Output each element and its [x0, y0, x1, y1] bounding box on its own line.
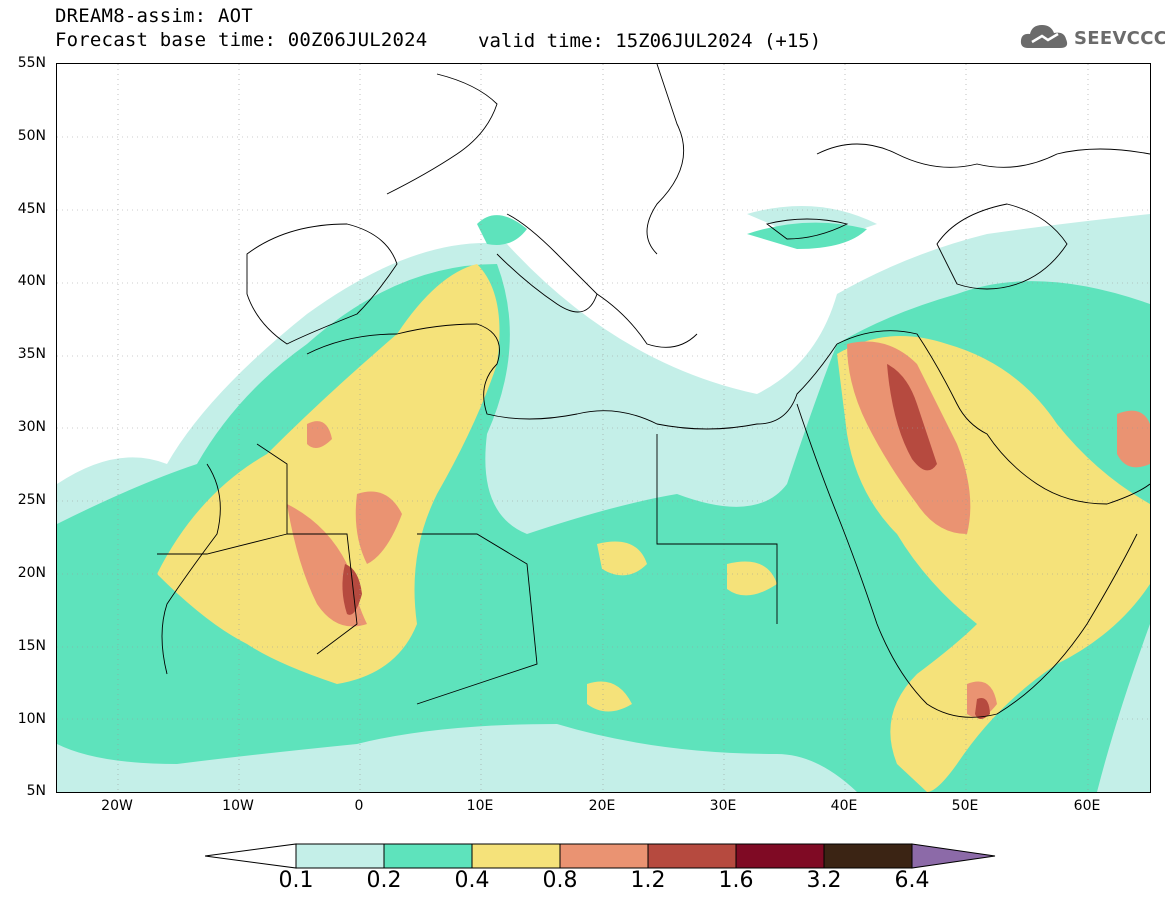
lat-label-45n: 45N: [17, 201, 46, 217]
model-title: DREAM8-assim: AOT: [55, 5, 253, 27]
lat-label-30n: 30N: [17, 419, 46, 435]
cloud-icon: [1020, 25, 1068, 48]
lat-label-55n: 55N: [17, 55, 46, 71]
valid-time: valid time: 15Z06JUL2024 (+15): [478, 30, 822, 52]
colorbar-seg-1.6: [735, 843, 825, 869]
lat-label-5n: 5N: [26, 783, 46, 799]
colorbar-over-triangle: [911, 843, 996, 869]
colorbar-seg-0.8: [559, 843, 649, 869]
lat-label-50n: 50N: [17, 128, 46, 144]
lon-label-10w: 10W: [222, 798, 254, 814]
aot-colorbar: [204, 842, 1000, 874]
lon-label-0: 0: [354, 798, 364, 814]
lat-label-15n: 15N: [17, 638, 46, 654]
colorbar-label-1.6: 1.6: [718, 868, 754, 893]
colorbar-seg-3.2: [823, 843, 913, 869]
lon-label-20w: 20W: [101, 798, 133, 814]
lat-label-10n: 10N: [17, 711, 46, 727]
lon-label-10e: 10E: [466, 798, 494, 814]
logo-text: SEEVCCC: [1074, 28, 1165, 49]
coastlines: [157, 64, 1150, 718]
lon-label-50e: 50E: [951, 798, 979, 814]
colorbar-label-1.2: 1.2: [630, 868, 666, 893]
colorbar-label-0.1: 0.1: [278, 868, 314, 893]
lat-label-20n: 20N: [17, 565, 46, 581]
colorbar-under-triangle: [204, 843, 297, 869]
gridlines: [57, 64, 1150, 792]
lat-label-40n: 40N: [17, 273, 46, 289]
colorbar-seg-0.1: [295, 843, 385, 869]
aot-field: [57, 64, 1150, 792]
colorbar-label-0.2: 0.2: [366, 868, 402, 893]
colorbar-label-3.2: 3.2: [806, 868, 842, 893]
colorbar-label-6.4: 6.4: [894, 868, 930, 893]
lon-label-20e: 20E: [588, 798, 616, 814]
aot-band-1.2: [342, 364, 990, 719]
lon-label-60e: 60E: [1073, 798, 1101, 814]
seevccc-logo: SEEVCCC: [1018, 18, 1165, 58]
colorbar-label-0.4: 0.4: [454, 868, 490, 893]
colorbar-seg-0.2: [383, 843, 473, 869]
lat-label-25n: 25N: [17, 492, 46, 508]
aot-map: [56, 63, 1151, 793]
lon-label-30e: 30E: [709, 798, 737, 814]
colorbar-seg-0.4: [471, 843, 561, 869]
base-time: Forecast base time: 00Z06JUL2024: [55, 29, 428, 51]
lon-label-40e: 40E: [830, 798, 858, 814]
colorbar-seg-1.2: [647, 843, 737, 869]
colorbar-label-0.8: 0.8: [542, 868, 578, 893]
lat-label-35n: 35N: [17, 346, 46, 362]
